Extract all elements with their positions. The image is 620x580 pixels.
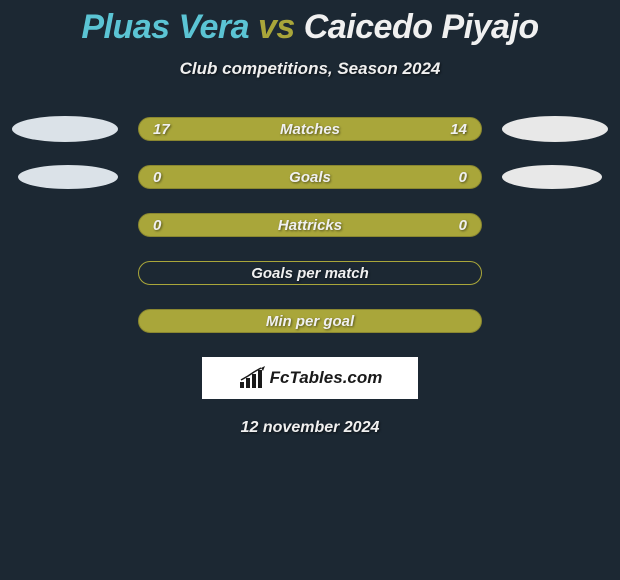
stat-bar: Goals per match <box>138 261 482 285</box>
stat-row: Goals per match <box>0 261 620 285</box>
stats-container: 17 Matches 14 0 Goals 0 0 Hattricks 0 Goals per m… <box>0 117 620 333</box>
stat-bar: 0 Goals 0 <box>138 165 482 189</box>
comparison-infographic: Pluas Vera vs Caicedo Piyajo Club compet… <box>0 0 620 437</box>
brand-text: FcTables.com <box>270 368 383 388</box>
player2-indicator <box>502 116 608 142</box>
brand-box: FcTables.com <box>202 357 418 399</box>
player2-indicator <box>502 260 608 286</box>
stat-bar: Min per goal <box>138 309 482 333</box>
player1-indicator <box>18 165 118 189</box>
stat-label: Min per goal <box>266 313 354 330</box>
stat-bar: 17 Matches 14 <box>138 117 482 141</box>
player2-indicator <box>502 308 608 334</box>
stat-label: Goals <box>289 169 331 186</box>
bar-chart-icon <box>238 366 266 390</box>
stat-label: Hattricks <box>278 217 342 234</box>
player1-indicator <box>12 212 118 238</box>
date-line: 12 november 2024 <box>0 419 620 437</box>
player1-name: Pluas Vera <box>81 8 249 46</box>
stat-value-right: 0 <box>447 169 467 186</box>
stat-bar: 0 Hattricks 0 <box>138 213 482 237</box>
player1-indicator <box>12 260 118 286</box>
player1-indicator <box>12 116 118 142</box>
player1-indicator <box>12 308 118 334</box>
stat-label: Matches <box>280 121 340 138</box>
stat-row: Min per goal <box>0 309 620 333</box>
subtitle: Club competitions, Season 2024 <box>0 59 620 79</box>
vs-text: vs <box>258 8 295 46</box>
stat-value-left: 0 <box>153 169 173 186</box>
player2-indicator <box>502 165 602 189</box>
stat-value-left: 0 <box>153 217 173 234</box>
stat-row: 0 Hattricks 0 <box>0 213 620 237</box>
player2-indicator <box>502 212 608 238</box>
stat-value-right: 0 <box>447 217 467 234</box>
stat-label: Goals per match <box>251 265 369 282</box>
player2-name: Caicedo Piyajo <box>304 8 539 46</box>
stat-row: 17 Matches 14 <box>0 117 620 141</box>
stat-value-left: 17 <box>153 121 173 138</box>
stat-row: 0 Goals 0 <box>0 165 620 189</box>
stat-value-right: 14 <box>447 121 467 138</box>
page-title: Pluas Vera vs Caicedo Piyajo <box>0 8 620 47</box>
